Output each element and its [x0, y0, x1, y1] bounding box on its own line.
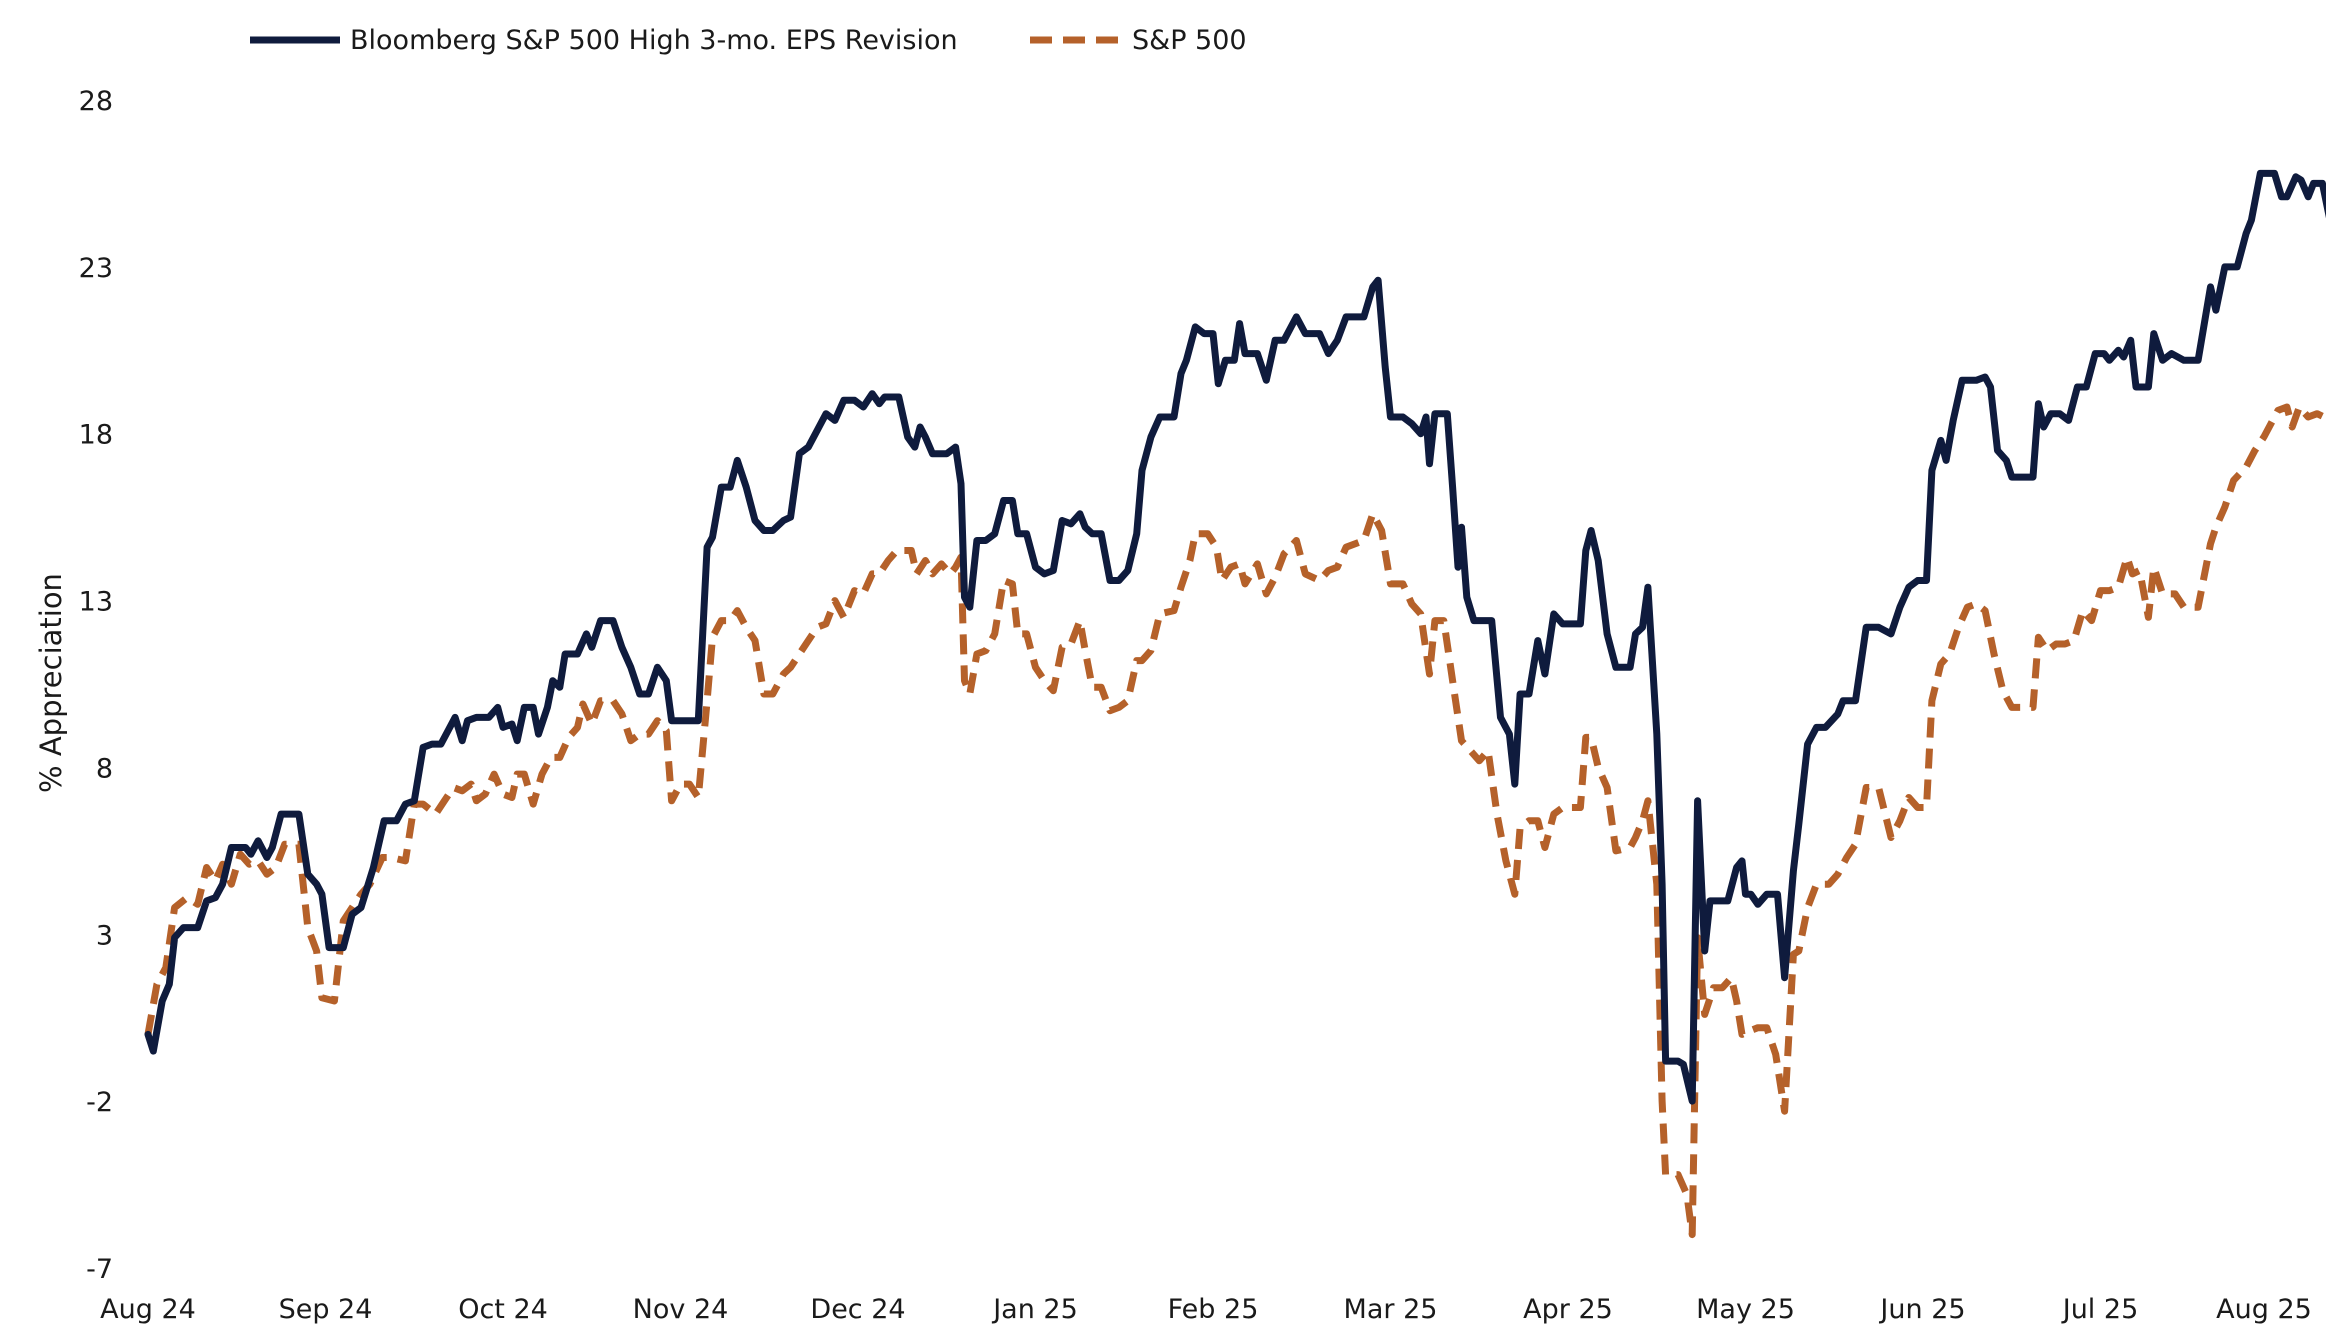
x-tick-label: Nov 24	[633, 1294, 729, 1325]
x-tick-label: Jan 25	[991, 1294, 1078, 1325]
y-tick-label: 8	[96, 753, 113, 784]
series-line-sp500	[144, 403, 2326, 1239]
series-layer	[144, 169, 2326, 1239]
x-tick-label: Sep 24	[279, 1294, 373, 1325]
y-tick-label: -2	[86, 1087, 113, 1118]
y-tick-label: 18	[79, 420, 113, 451]
y-tick-label: 23	[79, 253, 113, 284]
x-tick-label: Jun 25	[1878, 1294, 1965, 1325]
y-tick-label: 3	[96, 920, 113, 951]
x-tick-label: Mar 25	[1344, 1294, 1438, 1325]
y-axis-ticks: -7 -2 3 8 13 18 23 28	[79, 86, 113, 1285]
x-tick-label: Feb 25	[1168, 1294, 1259, 1325]
x-tick-label: Aug 24	[100, 1294, 196, 1325]
x-tick-label: Dec 24	[810, 1294, 905, 1325]
x-axis-ticks: Aug 24 Sep 24 Oct 24 Nov 24 Dec 24 Jan 25 Feb …	[100, 1294, 2312, 1325]
legend-label-eps-revision: Bloomberg S&P 500 High 3-mo. EPS Revisio…	[350, 25, 958, 56]
y-tick-label: 13	[79, 587, 113, 618]
x-tick-label: Oct 24	[458, 1294, 548, 1325]
x-tick-label: May 25	[1696, 1294, 1795, 1325]
y-axis-label: % Appreciation	[34, 573, 68, 793]
y-tick-label: -7	[86, 1254, 113, 1285]
legend: Bloomberg S&P 500 High 3-mo. EPS Revisio…	[250, 25, 1247, 56]
x-tick-label: Jul 25	[2061, 1294, 2139, 1325]
series-line-eps-revision	[144, 169, 2326, 1105]
y-tick-label: 28	[79, 86, 113, 117]
x-tick-label: Apr 25	[1523, 1294, 1613, 1325]
x-tick-label: Aug 25	[2216, 1294, 2312, 1325]
legend-label-sp500: S&P 500	[1132, 25, 1247, 56]
